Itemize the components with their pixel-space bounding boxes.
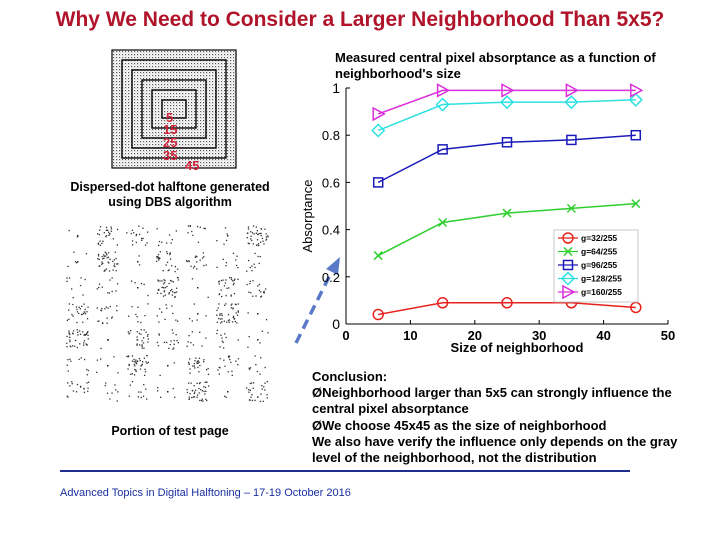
x-tick-label: 10	[403, 328, 417, 343]
data-point	[564, 95, 579, 110]
y-tick-label: 0.2	[322, 270, 340, 285]
legend-label: g=128/255	[581, 274, 622, 284]
series-g=96/255	[372, 129, 642, 188]
y-tick-label: 0	[332, 316, 340, 332]
data-point	[438, 217, 448, 228]
series-g=64/255	[373, 199, 641, 261]
data-point	[499, 95, 515, 110]
legend-marker	[563, 246, 573, 257]
data-point	[630, 301, 642, 314]
dashed-arrow	[294, 257, 340, 344]
data-point	[501, 83, 515, 98]
y-axis-label: Absorptance	[300, 180, 315, 253]
data-point	[565, 83, 579, 98]
label-15: 15	[163, 122, 178, 137]
y-tick-label: 1	[332, 80, 340, 96]
legend-label: g=160/255	[581, 287, 622, 297]
legend-marker	[562, 284, 576, 300]
label-35: 35	[163, 148, 178, 163]
data-point	[566, 203, 576, 213]
x-axis-label: Size of neighborhood	[451, 340, 584, 355]
test-page-image	[66, 225, 269, 403]
series-line	[377, 89, 636, 115]
series-line	[378, 302, 636, 316]
footer-text: Advanced Topics in Digital Halftoning – …	[60, 487, 351, 499]
data-point	[372, 177, 384, 188]
x-tick-label: 50	[661, 328, 675, 343]
conclusion-block: Conclusion: ØNeighborhood larger than 5x…	[312, 369, 707, 466]
halftone-caption: Dispersed-dot halftone generated using D…	[70, 180, 270, 209]
series-g=128/255	[371, 92, 643, 138]
legend-label: g=96/255	[581, 260, 617, 270]
slide-title: Why We Need to Consider a Larger Neighbo…	[55, 8, 665, 31]
conclusion-heading: Conclusion:	[312, 369, 388, 384]
data-point	[372, 308, 384, 321]
conclusion-line-1: ØNeighborhood larger than 5x5 can strong…	[312, 385, 672, 417]
label-45: 45	[185, 158, 200, 173]
label-25: 25	[163, 135, 178, 150]
legend: g=32/255 g=64/255 g=96/255 g=128/255 g=160/2…	[553, 229, 639, 303]
data-point	[373, 251, 383, 261]
conclusion-line-3: We also have verify the influence only d…	[312, 433, 678, 466]
x-tick-label: 30	[532, 328, 546, 343]
chart-title: Measured central pixel absorptance as a …	[335, 50, 656, 81]
label-5: 5	[166, 110, 174, 125]
y-tick-label: 0.4	[322, 223, 340, 238]
x-tick-label: 20	[468, 328, 482, 343]
legend-marker	[562, 259, 574, 271]
series-line	[377, 134, 636, 184]
data-point	[501, 137, 513, 148]
x-tick-label: 0	[342, 328, 349, 343]
legend-marker	[562, 232, 574, 244]
legend-marker	[560, 271, 576, 286]
data-point	[502, 208, 512, 218]
data-point	[630, 83, 644, 98]
conclusion-line-2: ØWe choose 45x45 as the size of neighbor…	[312, 417, 607, 433]
data-point	[630, 129, 642, 141]
data-point	[566, 134, 577, 146]
series-line	[377, 99, 636, 132]
data-point	[371, 123, 386, 138]
data-point	[501, 297, 513, 309]
data-point	[435, 97, 450, 112]
data-point	[436, 297, 449, 309]
footer-divider	[60, 470, 630, 472]
data-point	[437, 144, 448, 155]
data-point	[436, 83, 451, 98]
data-point	[628, 92, 643, 107]
legend-label: g=32/255	[581, 233, 617, 243]
x-tick-label: 40	[596, 328, 610, 343]
y-tick-label: 0.8	[322, 128, 340, 143]
series-g=160/255	[372, 83, 644, 122]
legend-label: g=64/255	[581, 247, 617, 257]
data-point	[631, 199, 641, 209]
data-point	[372, 106, 386, 122]
nested-squares-diagram	[111, 49, 237, 169]
y-tick-label: 0.6	[322, 175, 340, 190]
test-page-caption: Portion of test page	[111, 424, 229, 438]
